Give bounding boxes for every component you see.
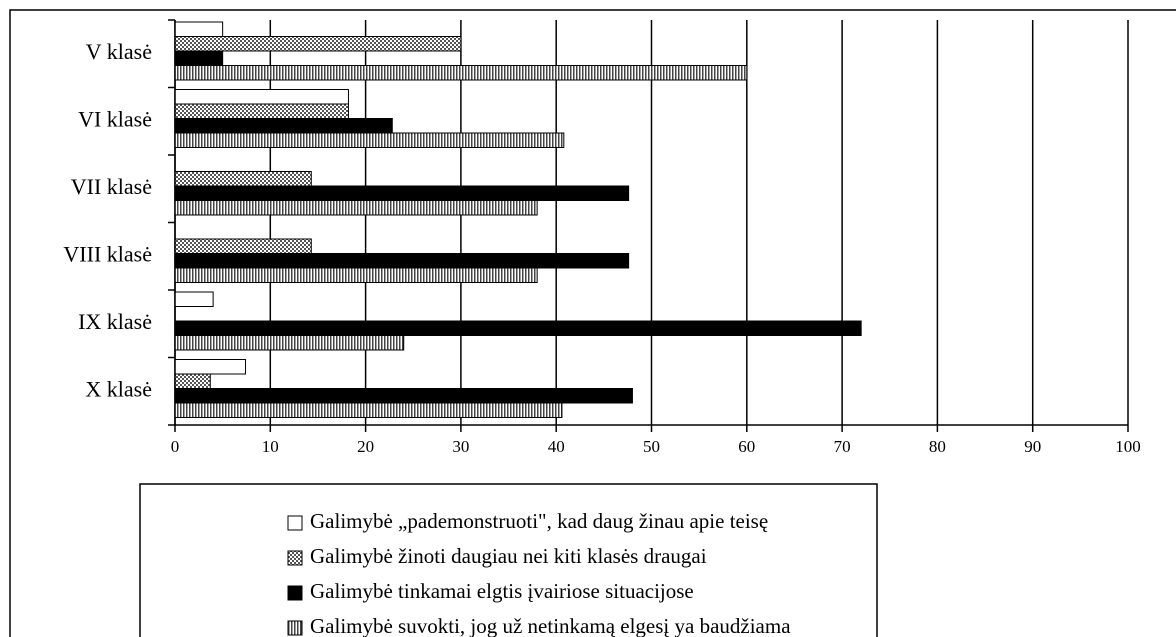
legend-label: Galimybė žinoti daugiau nei kiti klasės …: [310, 544, 707, 568]
bar: [174, 118, 393, 134]
y-tick-label: VIII klasė: [63, 241, 152, 266]
bar: [174, 291, 214, 307]
x-tick-label: 20: [357, 437, 374, 456]
legend-swatch: [287, 620, 303, 636]
bar: [174, 253, 630, 269]
bar: [174, 238, 312, 254]
x-tick-label: 0: [171, 437, 180, 456]
bar: [174, 103, 349, 119]
bar: [174, 320, 862, 336]
x-tick-label: 100: [1115, 437, 1141, 456]
chart-frame: [9, 9, 1176, 637]
y-tick-label: V klasė: [86, 39, 152, 64]
y-tick-label: IX klasė: [78, 309, 152, 334]
legend-swatch: [287, 585, 303, 601]
bar: [174, 388, 633, 404]
x-tick-label: 50: [643, 437, 660, 456]
bar: [174, 200, 538, 216]
x-tick-label: 80: [929, 437, 946, 456]
legend-swatch: [287, 550, 303, 566]
bar: [174, 267, 538, 283]
legend-label: Galimybė suvokti, jog už netinkamą elges…: [310, 614, 791, 637]
x-tick-label: 30: [452, 437, 469, 456]
x-tick-label: 40: [548, 437, 565, 456]
y-tick-label: X klasė: [85, 376, 152, 401]
y-tick-label: VI klasė: [78, 106, 152, 131]
x-tick-label: 70: [834, 437, 851, 456]
legend-label: Galimybė „pademonstruoti", kad daug žina…: [310, 509, 768, 533]
x-tick-label: 60: [738, 437, 755, 456]
bar: [174, 89, 349, 105]
x-tick-label: 10: [262, 437, 279, 456]
bar: [174, 402, 563, 418]
bar: [174, 65, 748, 81]
legend-swatch: [287, 515, 303, 531]
bar: [174, 373, 211, 389]
bar: [174, 21, 224, 37]
legend-label: Galimybė tinkamai elgtis įvairiose situa…: [310, 579, 694, 603]
legend-box: [139, 483, 878, 637]
x-tick-label: 90: [1024, 437, 1041, 456]
bar: [174, 185, 630, 201]
bar: [174, 36, 462, 52]
y-tick-label: VII klasė: [71, 174, 152, 199]
bar: [174, 171, 312, 187]
bar: [174, 359, 247, 375]
bar: [174, 132, 565, 148]
bar: [174, 50, 224, 66]
bar: [174, 335, 405, 351]
